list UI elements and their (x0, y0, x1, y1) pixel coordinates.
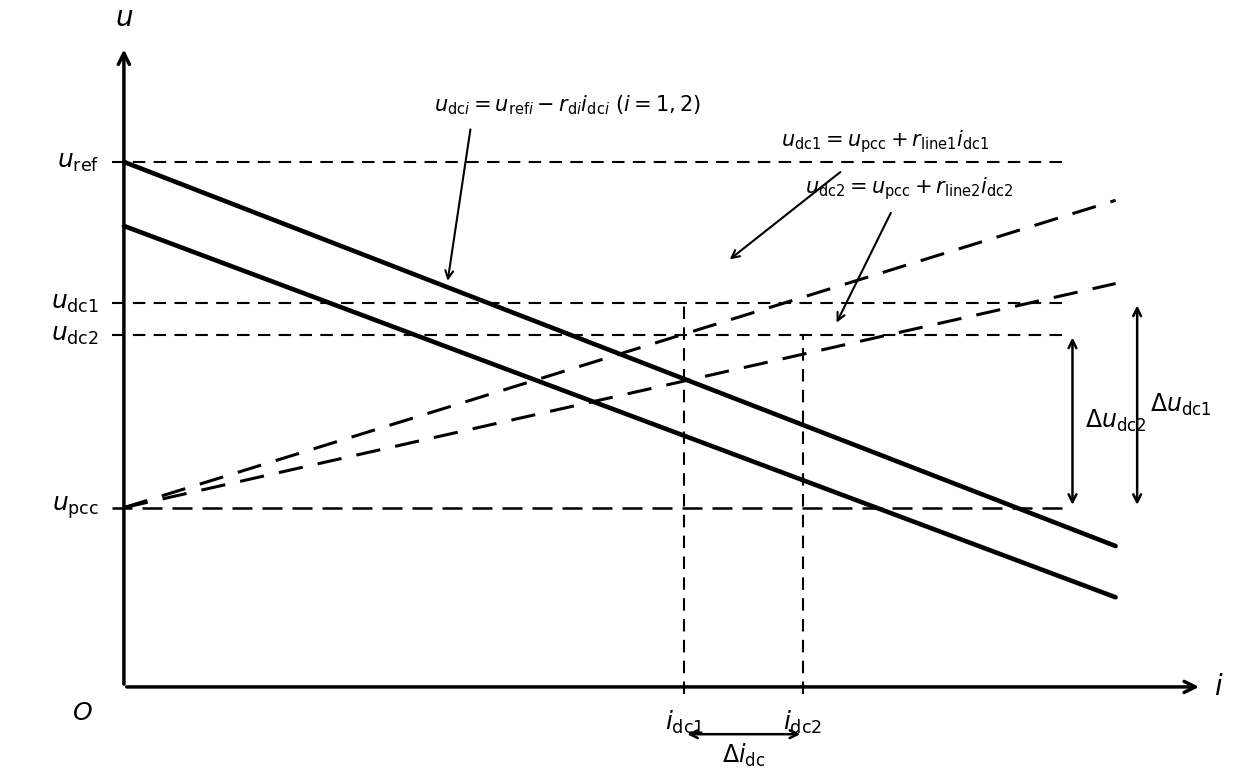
Text: $\Delta u_{{\rm dc}1}$: $\Delta u_{{\rm dc}1}$ (1150, 392, 1212, 419)
Text: $u_{{\rm dc}i}=u_{{\rm ref}i}-r_{{\rm d}i}i_{{\rm dc}i}\ (i=1,2)$: $u_{{\rm dc}i}=u_{{\rm ref}i}-r_{{\rm d}… (434, 93, 700, 117)
Text: $u_{{\rm dc}1}=u_{{\rm pcc}}+r_{{\rm line}1}i_{{\rm dc}1}$: $u_{{\rm dc}1}=u_{{\rm pcc}}+r_{{\rm lin… (781, 127, 989, 154)
Text: $u_{\rm dc1}$: $u_{\rm dc1}$ (51, 291, 99, 315)
Text: $u_{\rm ref}$: $u_{\rm ref}$ (57, 150, 99, 174)
Text: $u_{\rm dc2}$: $u_{\rm dc2}$ (51, 323, 99, 347)
Text: $O$: $O$ (72, 701, 93, 726)
Text: $\Delta u_{{\rm dc}2}$: $\Delta u_{{\rm dc}2}$ (1085, 408, 1146, 434)
Text: $\Delta i_{{\rm dc}}$: $\Delta i_{{\rm dc}}$ (722, 741, 766, 768)
Text: $u_{{\rm dc}2}=u_{{\rm pcc}}+r_{{\rm line}2}i_{{\rm dc}2}$: $u_{{\rm dc}2}=u_{{\rm pcc}}+r_{{\rm lin… (805, 175, 1014, 202)
Text: $i_{\rm dc1}$: $i_{\rm dc1}$ (665, 709, 704, 736)
Text: $u$: $u$ (115, 4, 133, 32)
Text: $u_{\rm pcc}$: $u_{\rm pcc}$ (52, 495, 99, 521)
Text: $i_{\rm dc2}$: $i_{\rm dc2}$ (783, 709, 823, 736)
Text: $i$: $i$ (1214, 673, 1224, 701)
